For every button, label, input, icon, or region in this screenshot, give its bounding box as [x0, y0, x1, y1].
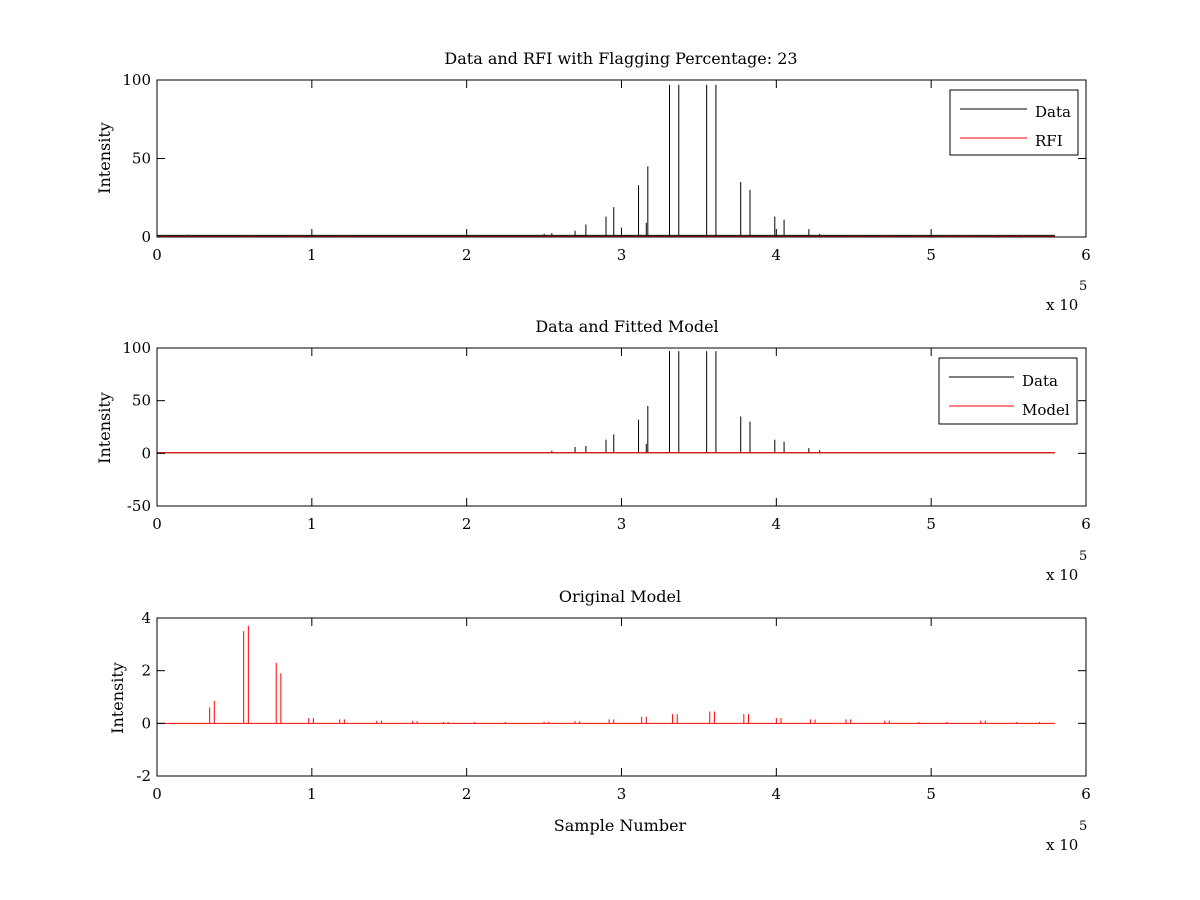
x-tick-label: 4 — [772, 785, 782, 803]
y-tick-label: 50 — [132, 392, 151, 410]
y-tick-label: 0 — [141, 714, 151, 732]
panel-1-legend-box — [949, 89, 1079, 156]
x-tick-label: 4 — [772, 515, 782, 533]
panel-1-x-multiplier: x 10 — [1046, 296, 1078, 314]
x-tick-label: 6 — [1081, 515, 1091, 533]
panel-2-legend-label-data: Data — [1022, 372, 1058, 390]
panel-1-ylabel: Intensity — [95, 122, 114, 194]
y-tick-label: 0 — [141, 228, 151, 246]
x-tick-label: 2 — [462, 515, 472, 533]
x-tick-label: 3 — [617, 246, 627, 264]
panel-2-legend: Data Model — [938, 357, 1078, 425]
y-tick-label: 0 — [141, 444, 151, 462]
x-tick-label: 0 — [152, 515, 162, 533]
y-tick-label: 100 — [122, 339, 151, 357]
x-tick-label: 0 — [152, 785, 162, 803]
panel-2-series — [157, 351, 1056, 454]
panel-2-x-multiplier: x 10 — [1046, 566, 1078, 584]
x-tick-label: 3 — [617, 515, 627, 533]
panel-3-series — [157, 625, 1056, 724]
x-tick-label: 6 — [1081, 246, 1091, 264]
y-tick-label: 4 — [141, 609, 151, 627]
panel-2-x-multiplier-exponent: 5 — [1079, 549, 1087, 564]
x-tick-label: 5 — [926, 785, 936, 803]
panel-1-title: Data and RFI with Flagging Percentage: 2… — [444, 49, 797, 68]
panel-1-legend-label-rfi: RFI — [1035, 132, 1063, 150]
y-tick-label: 2 — [141, 662, 151, 680]
panel-3-title: Original Model — [559, 587, 681, 606]
x-tick-label: 5 — [926, 515, 936, 533]
panel-2-title: Data and Fitted Model — [535, 317, 718, 336]
y-tick-label: -50 — [127, 497, 151, 515]
panel-2-legend-box — [938, 357, 1078, 425]
panel-3-x-multiplier-exponent: 5 — [1079, 819, 1087, 834]
x-tick-label: 3 — [617, 785, 627, 803]
x-tick-label: 2 — [462, 785, 472, 803]
x-tick-label: 0 — [152, 246, 162, 264]
y-tick-label: 100 — [122, 71, 151, 89]
panel-3-series-model-0 — [157, 625, 1056, 724]
panel-3-xlabel: Sample Number — [554, 816, 687, 835]
x-tick-label: 4 — [772, 246, 782, 264]
panel-1-legend: Data RFI — [949, 89, 1079, 156]
panel-3-ylabel: Intensity — [108, 662, 127, 734]
panel-1-series-data — [157, 84, 1056, 236]
y-tick-label: 50 — [132, 150, 151, 168]
y-tick-label: -2 — [136, 767, 151, 785]
x-tick-label: 1 — [307, 785, 317, 803]
panel-3-x-multiplier: x 10 — [1046, 836, 1078, 854]
panel-2-ylabel: Intensity — [95, 392, 114, 464]
x-tick-label: 1 — [307, 246, 317, 264]
panel-1-x-multiplier-exponent: 5 — [1079, 279, 1087, 294]
x-tick-label: 2 — [462, 246, 472, 264]
panel-1: 0 1 2 3 4 5 6 0 50 100 Data and RFI with Flagging… — [95, 49, 1091, 314]
x-tick-label: 6 — [1081, 785, 1091, 803]
x-tick-label: 5 — [926, 246, 936, 264]
panel-2-legend-label-model: Model — [1022, 401, 1070, 419]
x-tick-label: 1 — [307, 515, 317, 533]
panel-1-ticks: 0 1 2 3 4 5 6 0 50 100 — [122, 71, 1090, 264]
panel-1-legend-label-data: Data — [1035, 103, 1071, 121]
